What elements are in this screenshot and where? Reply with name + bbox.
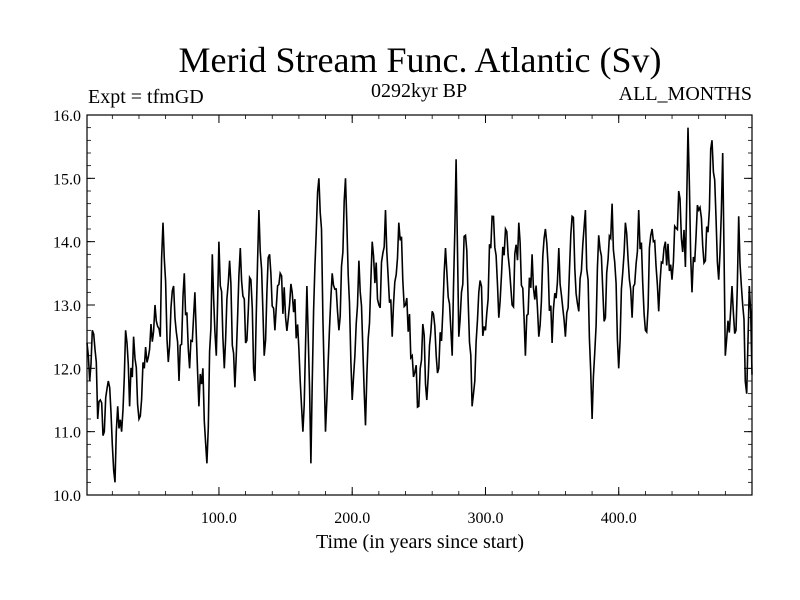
plot-frame [86, 114, 753, 496]
y-tick-label: 12.0 [53, 361, 81, 378]
x-tick-label: 100.0 [201, 510, 237, 527]
y-tick-label: 13.0 [53, 298, 81, 315]
months-label: ALL_MONTHS [619, 83, 752, 105]
x-tick-label: 200.0 [334, 510, 370, 527]
chart-title: Merid Stream Func. Atlantic (Sv) [179, 40, 662, 80]
y-axis: 10.0 11.0 12.0 13.0 14.0 15.0 16.0 [53, 108, 752, 505]
x-tick-label: 300.0 [467, 510, 503, 527]
y-tick-label: 11.0 [54, 425, 81, 442]
period-label: 0292kyr BP [371, 80, 467, 102]
y-tick-label: 14.0 [53, 235, 81, 252]
y-tick-label: 15.0 [53, 171, 81, 188]
x-axis-label: Time (in years since start) [316, 531, 524, 553]
x-tick-label: 400.0 [601, 510, 637, 527]
series-line [86, 127, 753, 483]
experiment-label: Expt = tfmGD [88, 86, 204, 108]
y-tick-label: 10.0 [53, 488, 81, 505]
x-axis: 100.0 200.0 300.0 400.0 [111, 115, 726, 527]
y-tick-label: 16.0 [53, 108, 81, 125]
